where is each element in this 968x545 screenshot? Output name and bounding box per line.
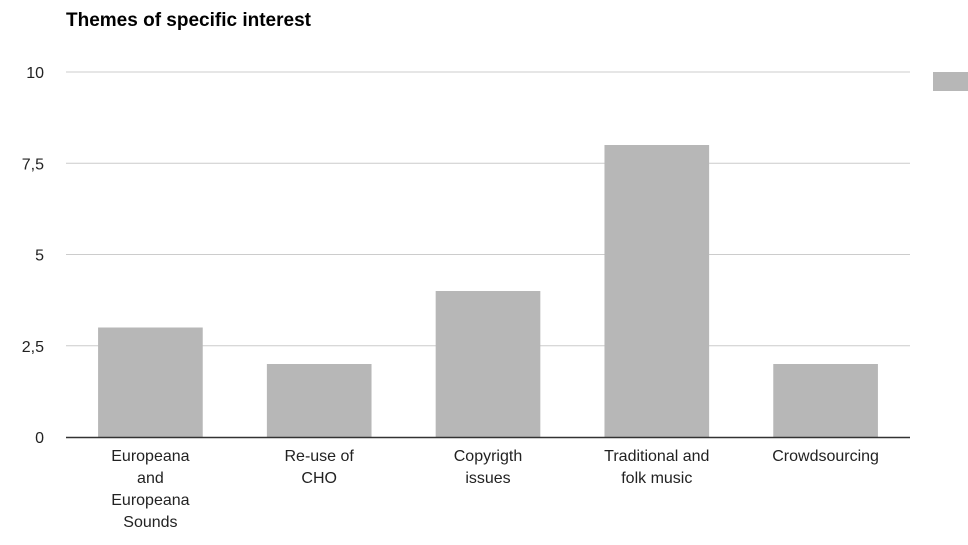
x-tick-label: Crowdsourcing	[772, 448, 879, 465]
x-tick-label: Europeana	[111, 448, 189, 465]
x-tick-label: folk music	[621, 470, 692, 487]
x-tick-label: Traditional and	[604, 448, 709, 465]
bar	[773, 364, 878, 437]
bar	[604, 145, 710, 437]
y-tick-label: 5	[35, 248, 44, 265]
legend-swatch	[933, 72, 968, 91]
x-tick-label: CHO	[301, 470, 337, 487]
y-tick-label: 10	[26, 65, 44, 82]
y-tick-label: 0	[35, 430, 44, 447]
x-tick-label: Copyrigth	[454, 448, 522, 465]
chart-title: Themes of specific interest	[66, 10, 311, 31]
y-tick-label: 2,5	[22, 339, 44, 356]
bar	[435, 291, 541, 437]
x-tick-label: Re-use of	[285, 448, 355, 465]
x-tick-label: issues	[465, 470, 510, 487]
x-tick-label: Sounds	[123, 514, 177, 531]
x-tick-label: and	[137, 470, 164, 487]
x-tick-label: Europeana	[111, 492, 189, 509]
y-tick-label: 7,5	[22, 156, 44, 173]
bar	[98, 327, 203, 437]
bar	[266, 364, 372, 437]
